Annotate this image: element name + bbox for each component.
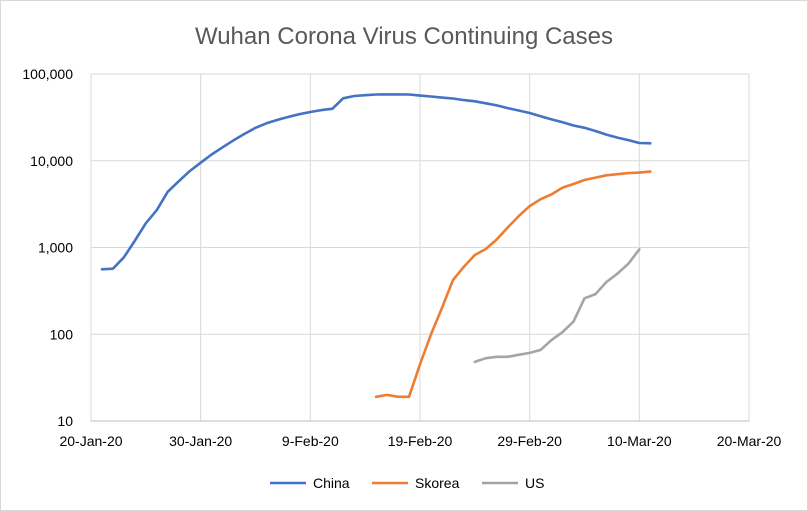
legend-label-skorea: Skorea xyxy=(415,475,460,491)
legend: China Skorea US xyxy=(270,475,544,491)
x-tick-label: 20-Jan-20 xyxy=(59,433,122,449)
series-layer xyxy=(100,93,652,399)
x-tick-label: 10-Mar-20 xyxy=(607,433,672,449)
x-tick-label: 9-Feb-20 xyxy=(282,433,339,449)
y-tick-label: 100,000 xyxy=(22,66,73,82)
y-tick-label: 10,000 xyxy=(30,153,73,169)
series-line-us xyxy=(473,248,641,364)
x-tick-label: 29-Feb-20 xyxy=(497,433,562,449)
gridlines xyxy=(90,73,750,422)
x-axis-ticks: 20-Jan-20 30-Jan-20 9-Feb-20 19-Feb-20 29-Fe… xyxy=(59,433,781,449)
x-tick-label: 19-Feb-20 xyxy=(388,433,453,449)
y-tick-label: 10 xyxy=(57,413,73,429)
x-tick-label: 30-Jan-20 xyxy=(169,433,232,449)
chart-title: Wuhan Corona Virus Continuing Cases xyxy=(195,23,613,50)
series-line-skorea xyxy=(374,170,652,399)
series-line-china xyxy=(100,93,652,271)
y-tick-label: 100 xyxy=(50,326,74,342)
y-tick-label: 1,000 xyxy=(38,240,73,256)
legend-label-china: China xyxy=(313,475,350,491)
y-axis-ticks: 10 100 1,000 10,000 100,000 xyxy=(22,66,73,429)
legend-label-us: US xyxy=(525,475,544,491)
x-tick-label: 20-Mar-20 xyxy=(717,433,782,449)
